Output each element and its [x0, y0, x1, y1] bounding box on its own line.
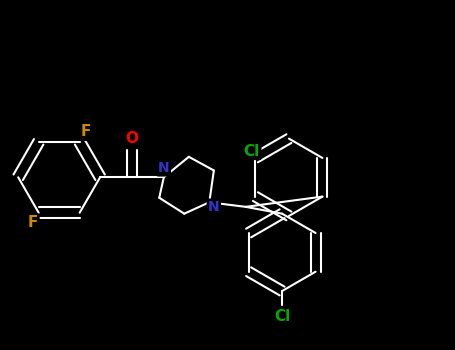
Text: N: N [158, 161, 170, 175]
Text: Cl: Cl [274, 309, 290, 323]
Text: N: N [208, 200, 220, 214]
Text: Cl: Cl [244, 144, 260, 159]
Text: F: F [28, 215, 38, 230]
Text: F: F [80, 125, 91, 139]
Text: O: O [126, 131, 138, 146]
